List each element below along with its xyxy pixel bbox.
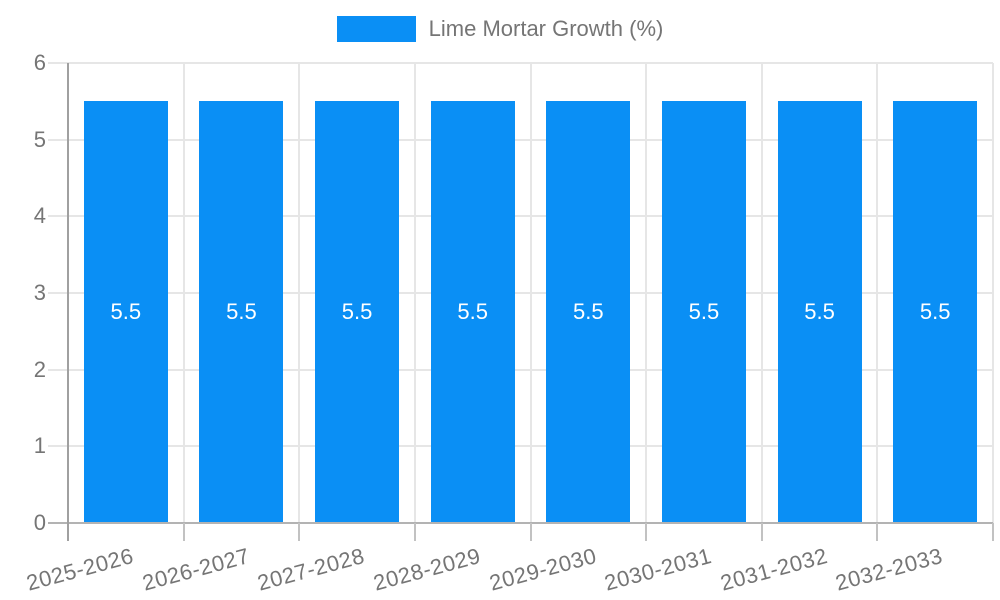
x-axis-tick [992, 523, 994, 541]
x-gridline [298, 63, 301, 523]
x-axis-tick [413, 523, 416, 541]
y-axis-label: 1 [33, 433, 46, 459]
y-gridline [48, 292, 993, 294]
bar-value-label: 5.5 [573, 299, 604, 325]
bar-value-label: 5.5 [341, 299, 373, 325]
bar[interactable]: 5.5 [777, 101, 862, 523]
x-axis-tick [760, 523, 763, 541]
y-gridline [48, 215, 993, 218]
bar[interactable]: 5.5 [661, 101, 746, 523]
x-axis-tick [876, 523, 879, 541]
y-gridline [48, 368, 993, 371]
x-axis-tick [529, 523, 532, 541]
x-axis-label: 2031-2032 [717, 543, 831, 596]
x-axis-label: 2032-2033 [833, 543, 946, 596]
x-axis-label: 2030-2031 [601, 543, 715, 596]
y-axis-label: 4 [33, 203, 46, 229]
x-gridline [182, 63, 185, 523]
legend-label: Lime Mortar Growth (%) [428, 16, 664, 41]
x-axis-label: 2029-2030 [486, 543, 599, 596]
bar[interactable]: 5.5 [315, 101, 400, 523]
x-gridline [992, 63, 994, 523]
y-gridline [48, 138, 993, 141]
legend-item[interactable]: Lime Mortar Growth (%) [336, 16, 664, 42]
y-axis-label: 3 [33, 280, 46, 305]
y-axis-label: 5 [33, 126, 46, 152]
y-axis-label: 2 [33, 356, 46, 382]
bar[interactable]: 5.5 [430, 101, 515, 523]
bar[interactable]: 5.5 [546, 101, 631, 523]
x-axis-label: 2025-2026 [23, 543, 137, 596]
bar-value-label: 5.5 [110, 299, 142, 325]
x-axis-tick [645, 523, 648, 541]
bar-value-label: 5.5 [457, 299, 488, 325]
x-axis-tick [182, 523, 185, 541]
x-gridline [413, 63, 416, 523]
legend: Lime Mortar Growth (%) [0, 16, 1000, 42]
y-axis-label: 6 [33, 50, 46, 75]
bar-value-label: 5.5 [226, 299, 257, 325]
x-gridline [876, 63, 879, 523]
x-axis-label: 2028-2029 [370, 543, 484, 596]
bar-value-label: 5.5 [688, 299, 720, 325]
bar-value-label: 5.5 [804, 299, 835, 325]
y-axis-line [67, 63, 69, 541]
bar[interactable]: 5.5 [199, 101, 284, 523]
x-gridline [645, 63, 648, 523]
x-axis-label: 2027-2028 [255, 543, 368, 596]
x-gridline [760, 63, 763, 523]
y-gridline [48, 445, 993, 448]
x-axis-label: 2026-2027 [139, 543, 252, 596]
legend-swatch [336, 16, 416, 42]
x-axis-baseline [48, 522, 993, 524]
bar[interactable]: 5.5 [83, 101, 168, 523]
bar-value-label: 5.5 [919, 299, 951, 325]
x-axis-tick [298, 523, 301, 541]
y-axis-label: 0 [33, 510, 46, 535]
x-gridline [529, 63, 532, 523]
y-gridline [48, 62, 993, 64]
bar[interactable]: 5.5 [893, 101, 978, 523]
